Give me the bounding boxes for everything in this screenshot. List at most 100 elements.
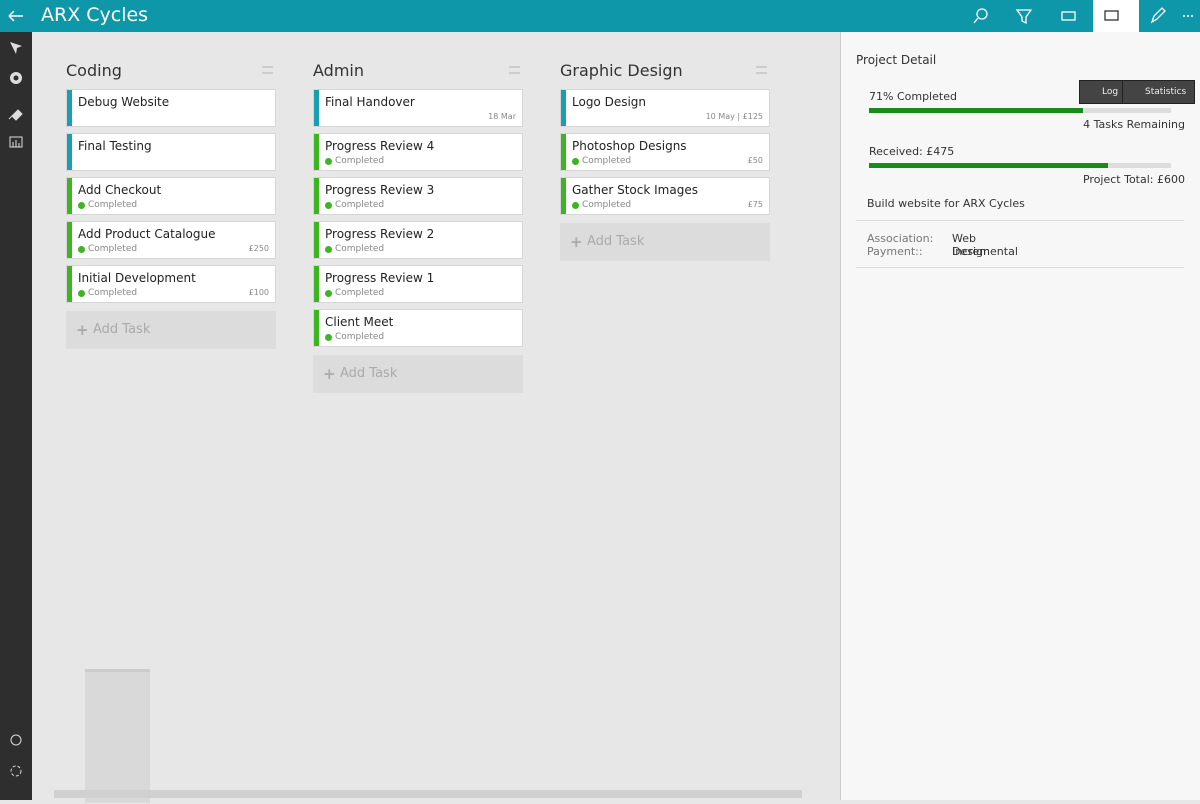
task-status: Completed bbox=[335, 200, 385, 210]
task-card[interactable]: Debug Website bbox=[66, 89, 276, 127]
detail-panel: Project Detail Log Statistics 71% Comple… bbox=[840, 32, 1200, 800]
task-name: Gather Stock Images bbox=[572, 183, 698, 197]
task-card[interactable]: Final Testing bbox=[66, 133, 276, 171]
task-accent bbox=[314, 266, 319, 302]
task-status: Completed bbox=[335, 156, 385, 166]
status-icon bbox=[325, 334, 332, 341]
add-icon: + bbox=[323, 365, 336, 383]
column-menu[interactable] bbox=[509, 66, 520, 74]
task-name: Progress Review 4 bbox=[325, 139, 435, 153]
tasks-remaining: 4 Tasks Remaining bbox=[1083, 118, 1185, 131]
status-icon bbox=[78, 202, 85, 209]
column-title: Graphic Design bbox=[560, 61, 683, 80]
status-icon bbox=[325, 290, 332, 297]
task-status: Completed bbox=[335, 332, 385, 342]
app-title: ARX Cycles bbox=[41, 4, 149, 26]
status-icon bbox=[325, 158, 332, 165]
field-key: Association: bbox=[867, 232, 934, 245]
task-accent bbox=[67, 178, 72, 214]
task-meta: £75 bbox=[747, 200, 763, 209]
task-name: Final Testing bbox=[78, 139, 152, 153]
status-icon bbox=[572, 158, 579, 165]
task-card[interactable]: Client Meet Completed bbox=[313, 309, 523, 347]
task-status: Completed bbox=[88, 288, 138, 298]
add-icon: + bbox=[76, 321, 89, 339]
status-icon bbox=[78, 246, 85, 253]
task-card[interactable]: Initial Development Completed £100 bbox=[66, 265, 276, 303]
status-icon bbox=[325, 202, 332, 209]
task-accent bbox=[67, 266, 72, 302]
task-name: Final Handover bbox=[325, 95, 415, 109]
task-accent bbox=[561, 90, 566, 126]
column-title: Coding bbox=[66, 61, 122, 80]
task-accent bbox=[561, 134, 566, 170]
log-button[interactable]: Log bbox=[1079, 80, 1128, 104]
task-card[interactable]: Final Handover 18 Mar bbox=[313, 89, 523, 127]
task-card[interactable]: Logo Design 10 May | £125 bbox=[560, 89, 770, 127]
received-label: Received: £475 bbox=[869, 145, 955, 158]
field-key: Payment:: bbox=[867, 245, 923, 258]
task-status: Completed bbox=[88, 244, 138, 254]
task-card[interactable]: Add Product Catalogue Completed £250 bbox=[66, 221, 276, 259]
task-accent bbox=[561, 178, 566, 214]
description: Build website for ARX Cycles bbox=[867, 197, 1025, 210]
task-accent bbox=[314, 90, 319, 126]
task-name: Progress Review 3 bbox=[325, 183, 435, 197]
sidebar-icons bbox=[8, 42, 23, 777]
divider bbox=[856, 220, 1184, 221]
task-card[interactable]: Progress Review 1 Completed bbox=[313, 265, 523, 303]
task-meta: £100 bbox=[248, 288, 269, 297]
task-name: Logo Design bbox=[572, 95, 647, 109]
task-accent bbox=[67, 90, 72, 126]
progress-bar bbox=[869, 108, 1084, 113]
add-task[interactable]: + Add Task bbox=[66, 311, 276, 349]
progress-label: 71% Completed bbox=[869, 90, 957, 103]
task-meta: 18 Mar bbox=[488, 112, 516, 121]
field-value: Web Design bbox=[952, 232, 990, 258]
task-name: Progress Review 2 bbox=[325, 227, 435, 241]
add-label: Add Task bbox=[587, 234, 645, 249]
statistics-button[interactable]: Statistics bbox=[1122, 80, 1196, 104]
add-task[interactable]: + Add Task bbox=[313, 355, 523, 393]
progress-track bbox=[869, 108, 1171, 113]
column-menu[interactable] bbox=[756, 66, 767, 74]
task-accent bbox=[314, 178, 319, 214]
column-menu[interactable] bbox=[262, 66, 273, 74]
status-icon bbox=[325, 246, 332, 253]
payment-bar bbox=[869, 163, 1109, 168]
task-name: Add Product Catalogue bbox=[78, 227, 216, 241]
task-name: Initial Development bbox=[78, 271, 196, 285]
task-meta: 10 May | £125 bbox=[705, 112, 763, 121]
task-name: Client Meet bbox=[325, 315, 394, 329]
task-status: Completed bbox=[582, 200, 632, 210]
add-icon: + bbox=[570, 233, 583, 251]
task-card[interactable]: Progress Review 2 Completed bbox=[313, 221, 523, 259]
task-card[interactable]: Gather Stock Images Completed £75 bbox=[560, 177, 770, 215]
task-status: Completed bbox=[582, 156, 632, 166]
task-name: Add Checkout bbox=[78, 183, 162, 197]
task-card[interactable]: Progress Review 3 Completed bbox=[313, 177, 523, 215]
status-icon bbox=[572, 202, 579, 209]
divider bbox=[856, 267, 1184, 268]
task-card[interactable]: Progress Review 4 Completed bbox=[313, 133, 523, 171]
task-name: Photoshop Designs bbox=[572, 139, 687, 153]
task-accent bbox=[314, 310, 319, 346]
task-accent bbox=[67, 222, 72, 258]
task-name: Progress Review 1 bbox=[325, 271, 435, 285]
field-value: Incremental bbox=[952, 245, 1018, 258]
task-card[interactable]: Add Checkout Completed bbox=[66, 177, 276, 215]
panel-title: Project Detail bbox=[856, 53, 937, 67]
logo-tile bbox=[85, 669, 150, 803]
task-status: Completed bbox=[335, 288, 385, 298]
column-title: Admin bbox=[313, 61, 364, 80]
add-label: Add Task bbox=[340, 366, 398, 381]
add-task[interactable]: + Add Task bbox=[560, 223, 770, 261]
task-name: Debug Website bbox=[78, 95, 170, 109]
task-accent bbox=[314, 134, 319, 170]
task-status: Completed bbox=[335, 244, 385, 254]
task-card[interactable]: Photoshop Designs Completed £50 bbox=[560, 133, 770, 171]
project-total: Project Total: £600 bbox=[1082, 173, 1185, 186]
sidebar bbox=[0, 32, 32, 800]
status-icon bbox=[78, 290, 85, 297]
